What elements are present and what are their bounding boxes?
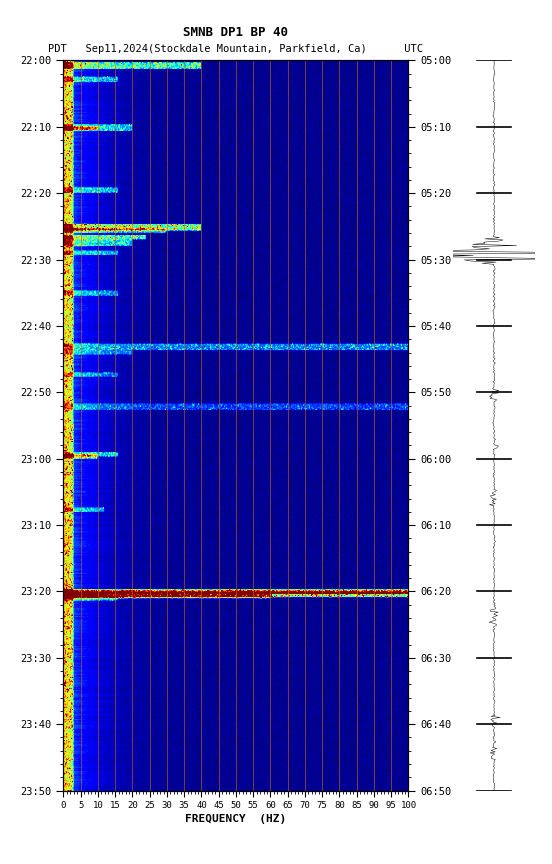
X-axis label: FREQUENCY  (HZ): FREQUENCY (HZ) [185,814,286,824]
Text: SMNB DP1 BP 40: SMNB DP1 BP 40 [183,26,289,39]
Text: PDT   Sep11,2024(Stockdale Mountain, Parkfield, Ca)      UTC: PDT Sep11,2024(Stockdale Mountain, Parkf… [49,44,423,54]
